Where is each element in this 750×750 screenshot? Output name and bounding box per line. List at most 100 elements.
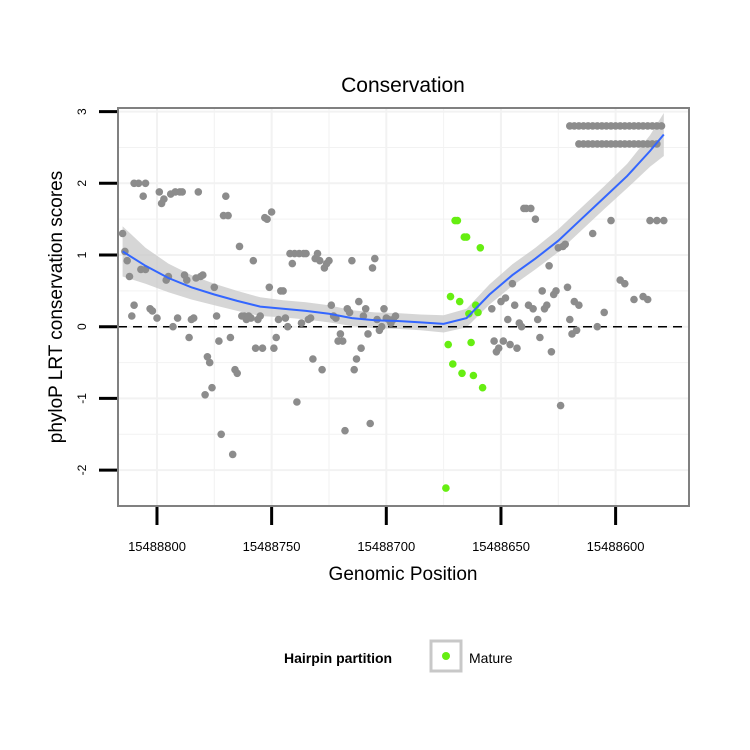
point-other bbox=[208, 383, 216, 392]
point-other bbox=[249, 256, 258, 265]
point-other bbox=[364, 330, 372, 338]
y-axis-title: phyloP LRT conservation scores bbox=[46, 171, 67, 444]
point-other bbox=[199, 271, 207, 279]
point-other bbox=[630, 295, 638, 304]
point-other bbox=[233, 369, 241, 378]
point-other bbox=[657, 122, 666, 130]
point-other bbox=[194, 188, 203, 196]
point-other bbox=[380, 305, 388, 313]
point-other bbox=[543, 301, 551, 310]
point-other bbox=[203, 353, 212, 361]
point-other bbox=[169, 322, 177, 331]
point-other bbox=[224, 211, 232, 220]
x-tick-label: 15488700 bbox=[357, 539, 415, 554]
point-other bbox=[327, 301, 336, 310]
point-mature bbox=[462, 233, 471, 241]
y-tick-label: 0 bbox=[75, 323, 89, 330]
point-other bbox=[212, 312, 221, 320]
point-other bbox=[368, 264, 377, 272]
point-other bbox=[263, 215, 271, 223]
point-other bbox=[185, 333, 193, 342]
point-other bbox=[350, 365, 359, 374]
point-other bbox=[552, 287, 560, 295]
panel-background bbox=[118, 108, 689, 506]
y-tick-label: 2 bbox=[75, 180, 89, 187]
plot-panel bbox=[117, 107, 690, 507]
point-other bbox=[536, 333, 544, 342]
x-axis-title: Genomic Position bbox=[329, 564, 478, 585]
point-mature bbox=[442, 484, 450, 492]
point-other bbox=[217, 430, 225, 439]
point-other bbox=[178, 188, 186, 196]
point-other bbox=[508, 279, 517, 288]
point-other bbox=[357, 344, 365, 353]
y-tick-label: 1 bbox=[75, 251, 89, 258]
point-other bbox=[235, 242, 244, 251]
point-other bbox=[371, 254, 379, 263]
point-other bbox=[141, 179, 150, 188]
point-other bbox=[283, 322, 292, 331]
point-other bbox=[148, 307, 157, 315]
point-other bbox=[361, 305, 370, 313]
point-mature bbox=[467, 338, 475, 347]
point-other bbox=[538, 287, 546, 295]
point-mature bbox=[444, 340, 453, 349]
point-other bbox=[256, 312, 265, 320]
point-mature bbox=[453, 216, 462, 225]
point-other bbox=[228, 450, 237, 459]
point-other bbox=[226, 333, 235, 342]
point-other bbox=[529, 305, 537, 313]
point-other bbox=[338, 337, 347, 345]
point-other bbox=[527, 204, 535, 213]
point-other bbox=[222, 192, 230, 200]
point-other bbox=[593, 322, 602, 331]
point-other bbox=[288, 259, 297, 268]
point-other bbox=[267, 208, 276, 216]
point-mature bbox=[469, 371, 478, 380]
point-other bbox=[318, 365, 326, 374]
point-other bbox=[118, 229, 127, 238]
point-mature bbox=[449, 360, 457, 368]
point-other bbox=[359, 312, 368, 320]
x-tick-label: 15488750 bbox=[243, 539, 301, 554]
point-other bbox=[600, 308, 608, 317]
point-other bbox=[545, 262, 553, 270]
point-other bbox=[272, 333, 281, 342]
point-other bbox=[533, 315, 542, 324]
point-other bbox=[566, 315, 574, 324]
point-other bbox=[510, 301, 519, 310]
point-other bbox=[201, 391, 209, 399]
point-other bbox=[355, 297, 363, 306]
point-other bbox=[494, 344, 503, 353]
point-other bbox=[563, 283, 572, 292]
point-other bbox=[348, 256, 356, 265]
point-mature bbox=[476, 244, 485, 252]
panel-border bbox=[117, 107, 690, 507]
point-other bbox=[251, 344, 260, 353]
point-other bbox=[279, 287, 287, 295]
point-other bbox=[302, 249, 310, 258]
point-other bbox=[130, 301, 138, 310]
point-other bbox=[336, 330, 345, 338]
point-other bbox=[531, 215, 540, 223]
point-other bbox=[281, 314, 290, 322]
point-other bbox=[607, 216, 615, 225]
point-other bbox=[490, 337, 498, 345]
point-mature bbox=[455, 297, 464, 306]
point-other bbox=[258, 344, 267, 353]
point-other bbox=[134, 179, 143, 188]
x-tick-label: 15488650 bbox=[472, 539, 530, 554]
point-other bbox=[316, 256, 324, 265]
point-other bbox=[488, 305, 496, 313]
smooth-line-layer bbox=[122, 133, 665, 325]
point-other bbox=[205, 358, 214, 367]
point-other bbox=[391, 312, 400, 320]
point-other bbox=[352, 355, 361, 363]
chart-title: Conservation bbox=[341, 74, 465, 97]
x-tick-label: 15488800 bbox=[128, 539, 186, 554]
point-other bbox=[501, 294, 510, 302]
point-other bbox=[653, 216, 661, 225]
point-other bbox=[646, 216, 654, 225]
x-tick-label: 15488600 bbox=[587, 539, 645, 554]
